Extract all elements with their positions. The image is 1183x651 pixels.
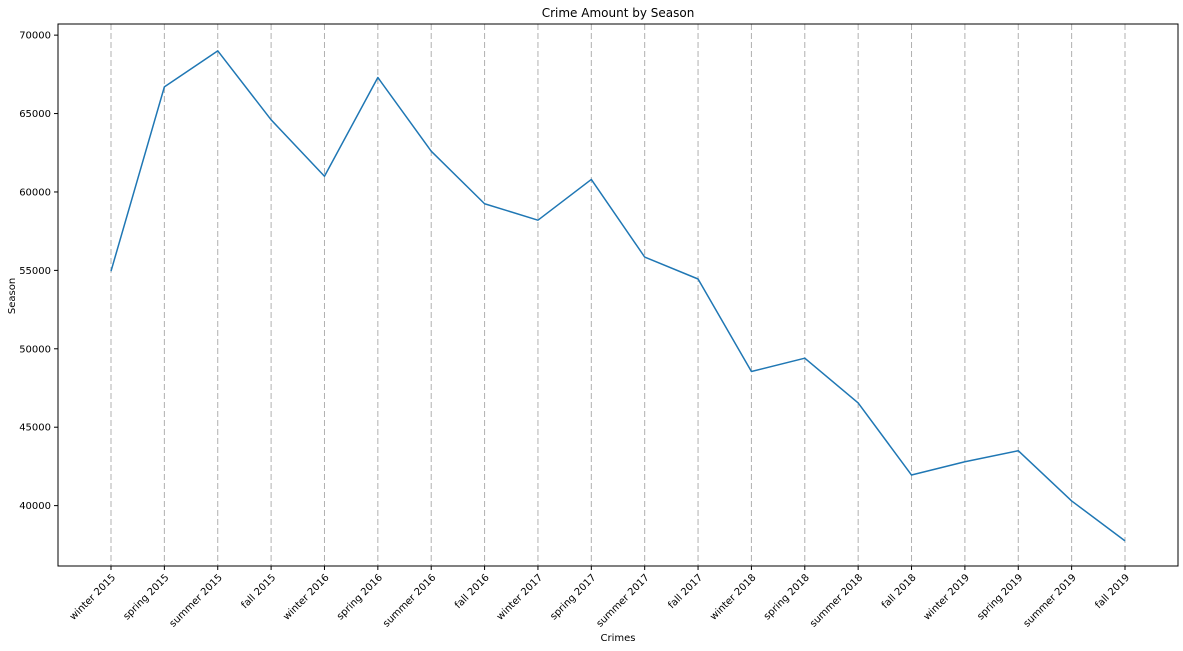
- y-tick-label: 55000: [19, 266, 51, 277]
- x-tick-label: winter 2019: [922, 572, 972, 622]
- x-tick-label: spring 2018: [762, 572, 812, 622]
- x-tick-label: winter 2018: [708, 572, 758, 622]
- x-tick-label: winter 2016: [281, 572, 331, 622]
- y-tick-label: 40000: [19, 501, 51, 512]
- x-tick-label: winter 2015: [68, 572, 118, 622]
- x-tick-label: spring 2016: [335, 572, 385, 622]
- y-tick-label: 70000: [19, 31, 51, 42]
- grid-lines: [110, 24, 1126, 566]
- x-tick-label: spring 2015: [121, 572, 171, 622]
- x-tick-label: fall 2017: [666, 572, 705, 611]
- y-tick-label: 65000: [19, 109, 51, 120]
- y-tick-label: 45000: [19, 423, 51, 434]
- x-tick-label: spring 2017: [548, 572, 598, 622]
- y-tick-label: 60000: [19, 187, 51, 198]
- x-tick-label: summer 2018: [808, 572, 865, 629]
- x-tick-label: winter 2017: [495, 572, 545, 622]
- chart-title: Crime Amount by Season: [542, 6, 695, 20]
- x-tick-label: summer 2015: [168, 572, 225, 629]
- y-axis-ticks: 40000 45000 50000 55000 60000 65000 70000: [19, 31, 58, 512]
- x-tick-label: fall 2018: [880, 572, 919, 611]
- y-tick-label: 50000: [19, 344, 51, 355]
- x-tick-label: fall 2019: [1093, 572, 1132, 611]
- x-tick-label: fall 2015: [239, 572, 278, 611]
- series-line-group: [110, 50, 1126, 542]
- y-axis-label: Season: [7, 278, 18, 314]
- x-tick-label: summer 2019: [1022, 572, 1079, 629]
- x-axis-label: Crimes: [601, 633, 636, 644]
- x-tick-label: spring 2019: [975, 572, 1025, 622]
- plot-frame: [57, 23, 1179, 567]
- x-tick-label: summer 2017: [595, 572, 652, 629]
- series-line: [110, 50, 1126, 542]
- x-tick-label: fall 2016: [453, 572, 492, 611]
- x-tick-label: summer 2016: [381, 572, 438, 629]
